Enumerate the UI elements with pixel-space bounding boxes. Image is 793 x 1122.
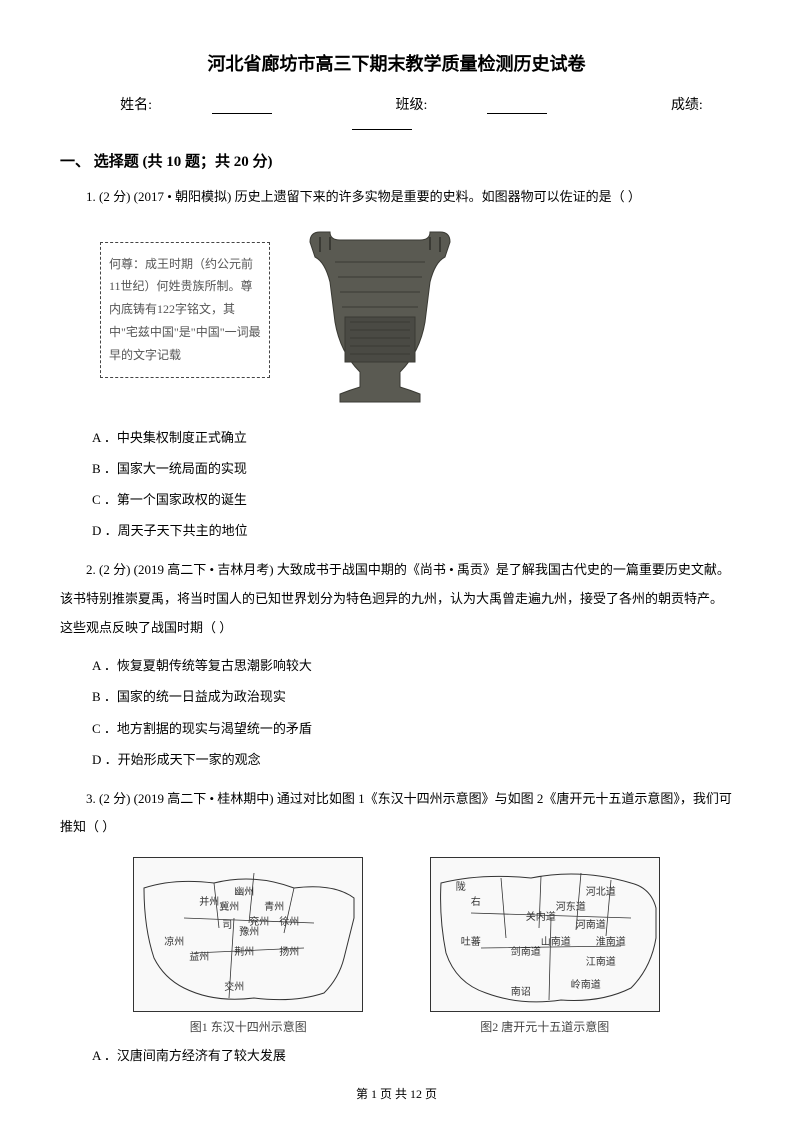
map1-label: 交州: [224, 978, 244, 993]
map1-frame: 幽州 冀州 并州 青州 兖州 司 豫州 徐州 凉州 益州 荆州 扬州 交州: [133, 857, 363, 1012]
q1-option-b: B ．国家大一统局面的实现: [92, 453, 733, 484]
name-label: 姓名:: [120, 98, 152, 113]
q3-option-a: A ．汉唐间南方经济有了较大发展: [92, 1040, 733, 1071]
class-label: 班级:: [396, 98, 428, 113]
map1-label: 冀州: [219, 898, 239, 913]
map2-label: 关内道: [526, 908, 556, 923]
map2-frame: 陇 右 河北道 河东道 河南道 关内道 山南道 剑南道 淮南道 江南道 岭南道 …: [430, 857, 660, 1012]
map1-label: 幽州: [234, 883, 254, 898]
exam-title: 河北省廊坊市高三下期末教学质量检测历史试卷: [60, 50, 733, 76]
map2-label: 陇: [456, 878, 466, 893]
q2-option-b: B ．国家的统一日益成为政治现实: [92, 681, 733, 712]
map2-caption: 图2 唐开元十五道示意图: [430, 1018, 660, 1035]
map1-label: 徐州: [279, 913, 299, 928]
q1-option-d: D ．周天子天下共主的地位: [92, 515, 733, 546]
class-underline: [487, 100, 547, 114]
map2-label: 右: [471, 893, 481, 908]
map1-label: 豫州: [239, 923, 259, 938]
map2-label: 山南道: [541, 933, 571, 948]
q1-artifact-description: 何尊：成王时期（约公元前11世纪）何姓贵族所制。尊内底铸有122字铭文，其中"宅…: [100, 242, 270, 378]
class-field: 班级:: [366, 98, 581, 113]
q2-options: A ．恢复夏朝传统等复古思潮影响较大 B ．国家的统一日益成为政治现实 C ．地…: [92, 650, 733, 775]
map2-label: 河东道: [556, 898, 586, 913]
map1-label: 益州: [189, 948, 209, 963]
map1-label: 荆州: [234, 943, 254, 958]
map1-label: 青州: [264, 898, 284, 913]
map1-label: 扬州: [279, 943, 299, 958]
q3-maps: 幽州 冀州 并州 青州 兖州 司 豫州 徐州 凉州 益州 荆州 扬州 交州 图1…: [100, 857, 693, 1035]
map2-label: 岭南道: [571, 976, 601, 991]
section-heading: 一、 选择题 (共 10 题；共 20 分): [60, 150, 733, 171]
q3-options: A ．汉唐间南方经济有了较大发展: [92, 1040, 733, 1071]
q2-option-d: D ．开始形成天下一家的观念: [92, 744, 733, 775]
map1-label: 司: [222, 916, 232, 931]
q3-stem: 3. (2 分) (2019 高二下 • 桂林期中) 通过对比如图 1《东汉十四…: [60, 785, 733, 842]
map2-label: 南诏: [511, 983, 531, 998]
q2-option-c: C ．地方割据的现实与渴望统一的矛盾: [92, 713, 733, 744]
q1-stem: 1. (2 分) (2017 • 朝阳模拟) 历史上遗留下来的许多实物是重要的史…: [60, 183, 733, 212]
q1-option-a: A ．中央集权制度正式确立: [92, 422, 733, 453]
map2-label: 河南道: [576, 916, 606, 931]
map2-label: 淮南道: [596, 933, 626, 948]
name-field: 姓名:: [90, 98, 305, 113]
bronze-vessel-image: [290, 222, 470, 412]
score-label: 成绩:: [671, 98, 703, 113]
map2-label: 河北道: [586, 883, 616, 898]
page-footer: 第 1 页 共 12 页: [0, 1085, 793, 1102]
map1-caption: 图1 东汉十四州示意图: [133, 1018, 363, 1035]
map1-label: 凉州: [164, 933, 184, 948]
map2-label: 吐蕃: [461, 933, 481, 948]
score-underline: [352, 116, 412, 130]
map2-label: 江南道: [586, 953, 616, 968]
q1-image-row: 何尊：成王时期（约公元前11世纪）何姓贵族所制。尊内底铸有122字铭文，其中"宅…: [100, 222, 733, 412]
map2-label: 剑南道: [511, 943, 541, 958]
q2-option-a: A ．恢复夏朝传统等复古思潮影响较大: [92, 650, 733, 681]
map2-box: 陇 右 河北道 河东道 河南道 关内道 山南道 剑南道 淮南道 江南道 岭南道 …: [430, 857, 660, 1035]
q1-options: A ．中央集权制度正式确立 B ．国家大一统局面的实现 C ．第一个国家政权的诞…: [92, 422, 733, 547]
map1-box: 幽州 冀州 并州 青州 兖州 司 豫州 徐州 凉州 益州 荆州 扬州 交州 图1…: [133, 857, 363, 1035]
map1-label: 并州: [199, 893, 219, 908]
name-underline: [212, 100, 272, 114]
q2-stem: 2. (2 分) (2019 高二下 • 吉林月考) 大致成书于战国中期的《尚书…: [60, 556, 733, 642]
header-fields: 姓名: 班级: 成绩:: [60, 94, 733, 130]
q1-option-c: C ．第一个国家政权的诞生: [92, 484, 733, 515]
